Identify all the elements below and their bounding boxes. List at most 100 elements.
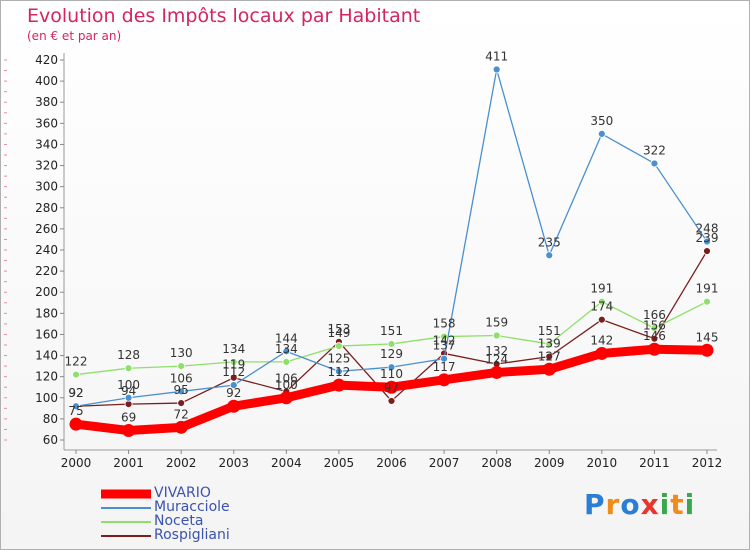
data-label-rospigliani: 156 — [643, 319, 666, 333]
logo-letter: t — [670, 488, 685, 521]
data-label-vivario: 127 — [538, 349, 561, 363]
data-label-vivario: 124 — [485, 352, 508, 366]
data-label-noceta: 149 — [327, 326, 350, 340]
data-point-vivario — [647, 342, 661, 356]
legend-swatch — [101, 489, 151, 499]
y-tick-label: 140 — [35, 349, 58, 363]
y-tick-label: 320 — [35, 159, 58, 173]
y-tick-label: 120 — [35, 370, 58, 384]
data-label-vivario: 146 — [643, 329, 666, 343]
data-label-rospigliani: 132 — [485, 344, 508, 358]
logo-letter: o — [620, 488, 641, 521]
data-label-noceta: 158 — [433, 317, 456, 331]
logo-letter: i — [684, 488, 696, 521]
data-point-noceta — [124, 364, 133, 373]
data-point-muracciole — [597, 129, 606, 138]
legend: VIVARIO Muracciole Noceta Rospigliani — [101, 485, 301, 543]
data-label-noceta: 151 — [380, 324, 403, 338]
data-label-noceta: 134 — [222, 342, 245, 356]
data-label-rospigliani: 142 — [433, 333, 456, 347]
data-point-vivario — [332, 378, 346, 392]
data-point-noceta — [177, 362, 186, 371]
data-label-vivario: 72 — [174, 407, 189, 421]
data-label-muracciole: 248 — [696, 222, 719, 236]
logo-letter: r — [605, 488, 621, 521]
data-label-noceta: 128 — [117, 348, 140, 362]
y-tick-label: 220 — [35, 264, 58, 278]
data-point-vivario — [174, 420, 188, 434]
data-point-muracciole — [492, 65, 501, 74]
chart-subtitle: (en € et par an) — [27, 29, 122, 43]
data-label-rospigliani: 239 — [696, 231, 719, 245]
data-label-muracciole: 411 — [485, 50, 508, 64]
legend-swatch — [101, 521, 151, 523]
data-label-rospigliani: 153 — [327, 322, 350, 336]
data-point-vivario — [700, 343, 714, 357]
data-label-vivario: 110 — [380, 367, 403, 381]
data-label-noceta: 122 — [65, 355, 88, 369]
data-label-vivario: 145 — [696, 330, 719, 344]
data-label-vivario: 142 — [590, 333, 613, 347]
y-tick-label: 240 — [35, 243, 58, 257]
data-point-vivario — [595, 346, 609, 360]
data-label-noceta: 166 — [643, 308, 666, 322]
data-point-rospigliani — [387, 397, 396, 405]
x-tick-label: 2007 — [429, 456, 460, 470]
axes: 60 80 100 120 140 160 180 200 220 240 260 280 300 320… — [4, 53, 722, 470]
data-label-vivario: 75 — [68, 404, 83, 418]
data-point-noceta — [492, 331, 501, 340]
data-point-noceta — [335, 342, 343, 350]
y-tick-label: 300 — [35, 180, 58, 194]
data-point-vivario — [69, 417, 83, 431]
data-label-muracciole: 322 — [643, 143, 666, 157]
data-point-noceta — [650, 324, 659, 333]
data-label-vivario: 92 — [226, 386, 241, 400]
y-tick-label: 160 — [35, 327, 58, 341]
y-tick-label: 420 — [35, 53, 58, 67]
chart-title: Evolution des Impôts locaux par Habitant — [27, 5, 421, 27]
legend-swatch — [101, 507, 151, 509]
data-point-muracciole — [545, 251, 554, 260]
data-label-rospigliani: 139 — [538, 337, 561, 351]
data-label-noceta: 191 — [696, 282, 719, 296]
data-point-muracciole — [440, 354, 448, 363]
data-point-muracciole — [72, 402, 80, 411]
data-point-muracciole — [335, 367, 343, 376]
y-tick-label: 340 — [35, 137, 58, 151]
x-tick-label: 2001 — [113, 456, 144, 470]
data-point-vivario — [542, 362, 556, 376]
data-label-vivario: 100 — [275, 378, 298, 392]
x-tick-label: 2000 — [61, 456, 92, 470]
data-point-noceta — [229, 357, 238, 366]
data-point-vivario — [385, 380, 398, 394]
x-tick-label: 2008 — [481, 456, 512, 470]
data-point-rospigliani — [703, 247, 711, 255]
legend-item-vivario: VIVARIO — [101, 485, 301, 501]
logo-letter: x — [640, 488, 660, 521]
y-tick-label: 80 — [43, 412, 58, 426]
legend-swatch — [101, 535, 151, 537]
x-tick-label: 2003 — [218, 456, 249, 470]
data-point-muracciole — [177, 387, 186, 396]
data-point-muracciole — [387, 363, 396, 372]
x-tick-label: 2011 — [639, 456, 670, 470]
data-label-vivario: 117 — [433, 360, 456, 374]
x-tick-label: 2004 — [271, 456, 302, 470]
y-tick-label: 180 — [35, 306, 58, 320]
data-label-noceta: 151 — [538, 324, 561, 338]
data-point-rospigliani — [545, 352, 554, 361]
data-label-muracciole: 106 — [170, 371, 193, 385]
proxiti-logo: Proxiti — [584, 488, 695, 521]
y-tick-label: 280 — [35, 201, 58, 215]
data-point-rospigliani — [597, 315, 606, 324]
x-tick-label: 2012 — [692, 456, 723, 470]
data-point-vivario — [437, 373, 451, 387]
data-point-rospigliani — [177, 399, 186, 407]
data-label-rospigliani: 174 — [590, 300, 613, 314]
x-tick-label: 2010 — [587, 456, 618, 470]
data-label-muracciole: 235 — [538, 235, 561, 249]
data-label-muracciole: 129 — [380, 347, 403, 361]
data-point-noceta — [597, 297, 606, 306]
data-point-vivario — [227, 399, 241, 413]
legend-label: Muracciole — [154, 499, 230, 515]
